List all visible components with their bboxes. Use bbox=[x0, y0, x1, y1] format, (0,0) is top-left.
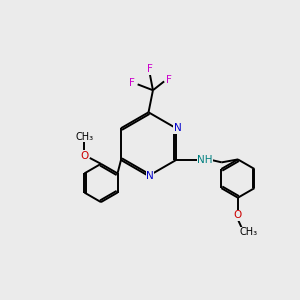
Text: CH₃: CH₃ bbox=[75, 132, 94, 142]
Text: CH₃: CH₃ bbox=[239, 227, 257, 237]
Text: N: N bbox=[174, 123, 182, 133]
Text: N: N bbox=[146, 171, 154, 181]
Text: F: F bbox=[167, 75, 172, 85]
Text: F: F bbox=[147, 64, 153, 74]
Text: O: O bbox=[234, 210, 242, 220]
Text: NH: NH bbox=[197, 155, 213, 165]
Text: O: O bbox=[80, 151, 88, 160]
Text: F: F bbox=[129, 78, 135, 88]
